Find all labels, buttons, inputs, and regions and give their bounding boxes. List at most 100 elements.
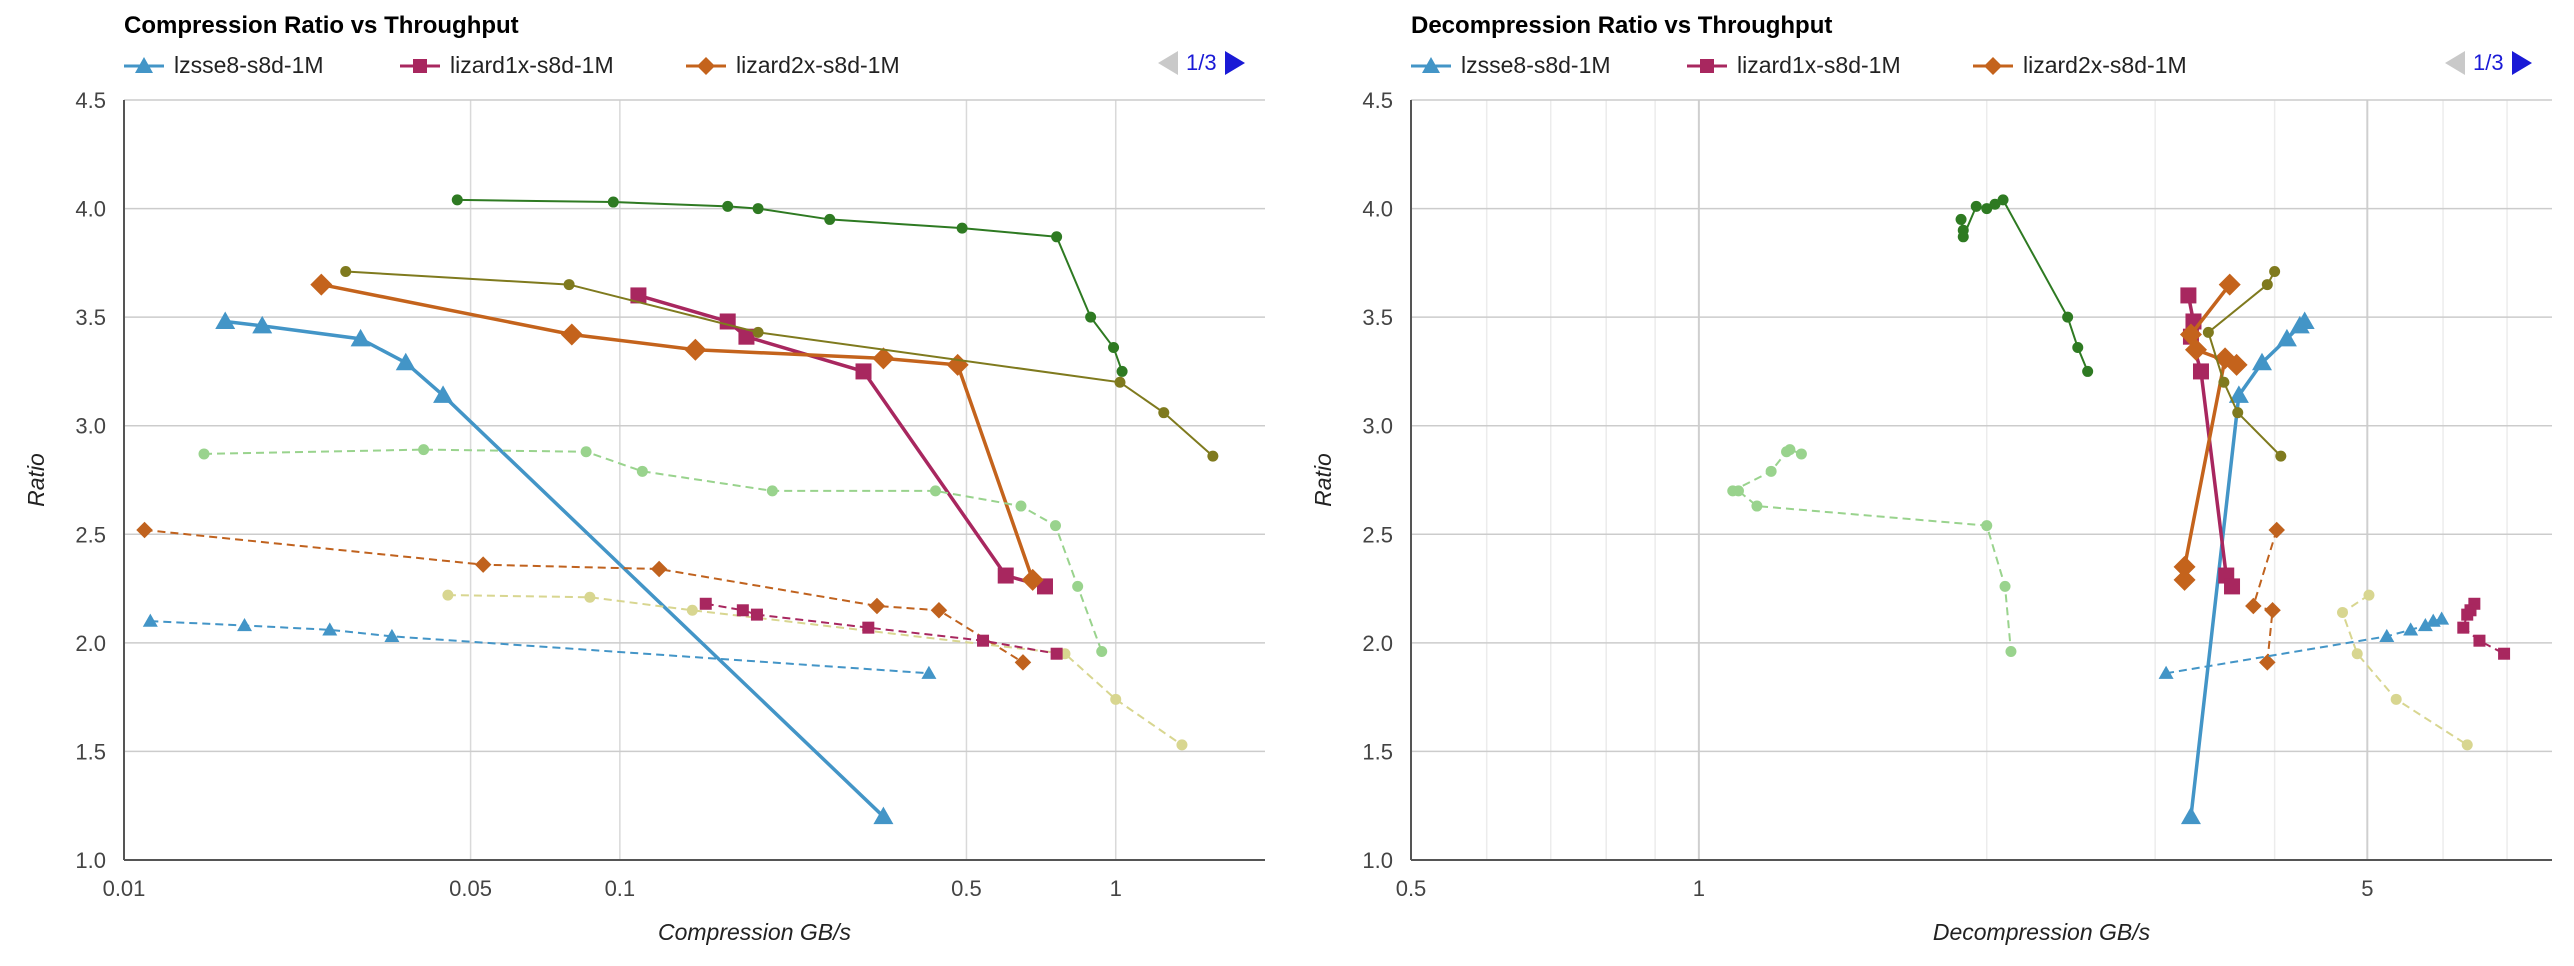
data-point-square: [630, 287, 647, 304]
data-point-square: [699, 597, 712, 610]
legend-item-lizard1x[interactable]: lizard1x-s8d-1M: [1687, 52, 1901, 79]
grid: [1410, 99, 2552, 861]
y-tick-label: 4.5: [75, 88, 106, 113]
data-point-triangle: [252, 315, 273, 334]
prev-page-icon[interactable]: [1158, 51, 1178, 75]
data-point-dot: [1015, 500, 1027, 512]
legend-item-lzsse8[interactable]: lzsse8-s8d-1M: [124, 52, 324, 79]
data-point-dot: [1955, 213, 1967, 225]
data-point-dot: [451, 194, 463, 206]
data-point-dot: [824, 213, 836, 225]
data-point-triangle: [2379, 628, 2395, 642]
data-point-dot: [1795, 448, 1807, 460]
data-point-dot: [2461, 739, 2473, 751]
data-point-dot: [1781, 446, 1793, 458]
data-point-triangle: [350, 328, 371, 347]
series-line: [345, 270, 1214, 457]
data-point-diamond: [560, 323, 583, 346]
data-point-dot: [1176, 739, 1188, 751]
diamond-marker-icon: [686, 56, 726, 75]
data-point-dot: [2232, 407, 2244, 419]
prev-page-icon[interactable]: [2445, 51, 2465, 75]
data-point-dot: [2202, 326, 2214, 338]
data-point-diamond: [474, 556, 492, 573]
y-tick-label: 3.0: [1362, 414, 1393, 439]
series-lzsse8-s8d-1M: [2180, 311, 2315, 825]
y-tick-label: 2.5: [75, 522, 106, 547]
data-point-dot: [1114, 376, 1126, 388]
data-point-triangle: [433, 385, 454, 403]
data-point-dot: [1751, 500, 1763, 512]
data-point-dot: [1049, 520, 1061, 532]
data-point-dot: [1997, 194, 2009, 206]
data-point-dot: [1999, 580, 2011, 592]
data-point-square: [2461, 608, 2474, 621]
data-point-dot: [2363, 589, 2375, 601]
series-unlabeled-3: [451, 194, 1128, 377]
y-tick-label: 1.5: [1362, 739, 1393, 764]
data-point-diamond: [2264, 602, 2281, 619]
data-point-triangle: [322, 622, 338, 636]
x-tick-label: 0.5: [1396, 876, 1427, 901]
data-point-dot: [198, 448, 210, 460]
series-line: [320, 282, 1035, 581]
series-lizard1x-s8d-1M: [630, 287, 1053, 595]
data-point-dot: [1096, 646, 1108, 658]
x-axis-title: Compression GB/s: [658, 919, 852, 945]
data-point-dot: [340, 266, 352, 278]
next-page-icon[interactable]: [1224, 51, 1245, 75]
data-point-triangle: [873, 806, 894, 825]
data-point-triangle: [395, 352, 416, 371]
chart-title: Compression Ratio vs Throughput: [124, 12, 519, 39]
data-point-dot: [1207, 450, 1219, 462]
data-point-dot: [2390, 693, 2402, 705]
data-point-square: [2498, 647, 2511, 660]
data-point-square: [977, 634, 990, 647]
data-point-triangle: [2434, 611, 2450, 625]
data-point-square: [2180, 287, 2197, 304]
y-axis-title: Ratio: [23, 453, 49, 507]
data-point-square: [997, 567, 1014, 584]
data-point-diamond: [868, 597, 886, 615]
legend-item-lzsse8[interactable]: lzsse8-s8d-1M: [1411, 52, 1611, 79]
legend-pager: 1/3: [2445, 50, 2532, 76]
series-line: [144, 528, 1024, 664]
legend-item-lizard2x[interactable]: lizard2x-s8d-1M: [686, 52, 900, 79]
data-point-diamond: [2173, 568, 2196, 591]
y-tick-label: 2.0: [1362, 631, 1393, 656]
series-line: [447, 594, 1183, 746]
x-tick-label: 0.5: [951, 876, 982, 901]
data-point-triangle: [2228, 385, 2249, 403]
data-point-dot: [956, 222, 968, 234]
x-tick-label: 0.01: [103, 876, 146, 901]
data-point-dot: [1989, 198, 2001, 210]
data-point-diamond: [946, 353, 969, 376]
data-point-dot: [1765, 465, 1777, 477]
data-point-triangle: [2180, 806, 2201, 825]
square-marker-icon: [400, 58, 440, 73]
y-tick-label: 4.0: [75, 197, 106, 222]
legend-label: lizard2x-s8d-1M: [2023, 52, 2187, 78]
chart-title: Decompression Ratio vs Throughput: [1411, 12, 1833, 39]
legend-item-lizard2x[interactable]: lizard2x-s8d-1M: [1973, 52, 2187, 79]
grid: [124, 99, 1265, 861]
decompression-plot: 1.0 1.5 2.0 2.5 3.0 3.5 4.0 4.5 0.5 1 5 Decompressi…: [1310, 88, 2552, 945]
legend-item-lizard1x[interactable]: lizard1x-s8d-1M: [400, 52, 614, 79]
series-line: [150, 620, 929, 675]
y-tick-label: 1.0: [75, 848, 106, 873]
series-line: [457, 198, 1124, 372]
next-page-icon[interactable]: [2511, 51, 2532, 75]
legend-label: lzsse8-s8d-1M: [174, 52, 324, 78]
data-point-square: [750, 608, 763, 621]
data-point-dot: [442, 589, 454, 601]
legend-label: lzsse8-s8d-1M: [1461, 52, 1611, 78]
data-point-dot: [1970, 200, 1982, 212]
data-point-diamond: [930, 602, 948, 619]
data-point-dot: [563, 279, 575, 291]
data-point-dot: [2351, 648, 2363, 660]
data-point-triangle: [2294, 311, 2315, 329]
data-point-square: [2473, 634, 2486, 647]
data-point-square: [2457, 621, 2470, 634]
series-unlabeled-5: [1727, 444, 2017, 658]
x-tick-label: 1: [1693, 876, 1705, 901]
